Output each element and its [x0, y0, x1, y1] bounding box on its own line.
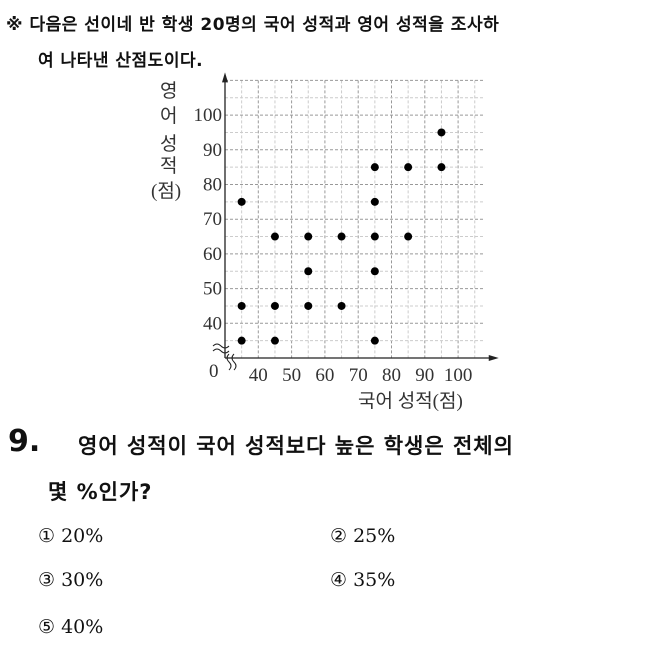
x-tick-label: 40	[249, 365, 268, 386]
x-tick-label: 60	[315, 365, 334, 386]
x-tick-label: 80	[382, 365, 401, 386]
x-tick-label: 70	[349, 365, 368, 386]
y-axis-label-1: 영	[160, 81, 178, 102]
x-tick-label: 90	[415, 365, 434, 386]
option-mark: ①	[38, 525, 56, 547]
y-axis-label-4: 적	[160, 156, 178, 177]
y-tick-label: 50	[203, 279, 222, 300]
option-text: 20%	[61, 525, 104, 547]
problem-intro-line1: ※ 다음은 선이네 반 학생 20명의 국어 성적과 영어 성적을 조사하	[6, 15, 500, 35]
data-point	[237, 301, 246, 310]
data-point	[437, 128, 446, 137]
data-point	[370, 267, 379, 276]
origin-label: 0	[209, 361, 219, 382]
y-tick-label: 60	[203, 244, 222, 265]
option-mark: ⑤	[38, 616, 56, 638]
data-point	[270, 232, 279, 241]
axis-break-icon	[226, 353, 237, 371]
data-point	[404, 232, 413, 241]
y-axis-arrow-icon	[222, 72, 228, 83]
scatter-plot: 40 50 60 70 80 90 100 40 50 60 70 80 90 100	[194, 72, 499, 386]
question-number: 9.	[8, 424, 41, 459]
option-2[interactable]: ② 25%	[330, 525, 395, 547]
data-point	[237, 197, 246, 206]
axis-break-icon	[212, 343, 230, 354]
x-axis-arrow-icon	[488, 355, 499, 361]
y-axis-label-5: (점)	[151, 181, 182, 202]
data-point	[337, 232, 346, 241]
data-point	[370, 197, 379, 206]
option-text: 25%	[353, 525, 396, 547]
x-tick-label: 100	[444, 365, 473, 386]
data-point	[304, 232, 313, 241]
y-axis-label-3: 성	[160, 134, 178, 155]
question-text-line2: 몇 %인가?	[48, 480, 153, 504]
data-point	[404, 163, 413, 172]
x-tick-label: 50	[282, 365, 301, 386]
data-point	[370, 163, 379, 172]
option-1[interactable]: ① 20%	[38, 525, 103, 547]
data-point	[337, 301, 346, 310]
option-text: 40%	[61, 616, 104, 638]
option-3[interactable]: ③ 30%	[38, 569, 103, 591]
data-point	[437, 163, 446, 172]
data-point	[370, 232, 379, 241]
data-point	[237, 336, 246, 345]
problem-intro-line2: 여 나타낸 산점도이다.	[38, 51, 204, 71]
y-tick-label: 40	[203, 313, 222, 334]
data-point	[270, 336, 279, 345]
y-axis-label-2: 어	[160, 106, 178, 127]
option-4[interactable]: ④ 35%	[330, 569, 395, 591]
option-mark: ④	[330, 569, 348, 591]
question-text-line1: 영어 성적이 국어 성적보다 높은 학생은 전체의	[78, 434, 514, 458]
data-point	[370, 336, 379, 345]
y-tick-label: 90	[203, 140, 222, 161]
y-tick-label: 80	[203, 175, 222, 196]
x-axis-label: 국어 성적(점)	[358, 391, 463, 412]
y-tick-label: 100	[194, 105, 223, 126]
option-5[interactable]: ⑤ 40%	[38, 616, 103, 638]
option-mark: ③	[38, 569, 56, 591]
data-point	[304, 301, 313, 310]
option-mark: ②	[330, 525, 348, 547]
data-point	[270, 301, 279, 310]
option-text: 35%	[353, 569, 396, 591]
data-point	[304, 267, 313, 276]
option-text: 30%	[61, 569, 104, 591]
y-tick-label: 70	[203, 209, 222, 230]
